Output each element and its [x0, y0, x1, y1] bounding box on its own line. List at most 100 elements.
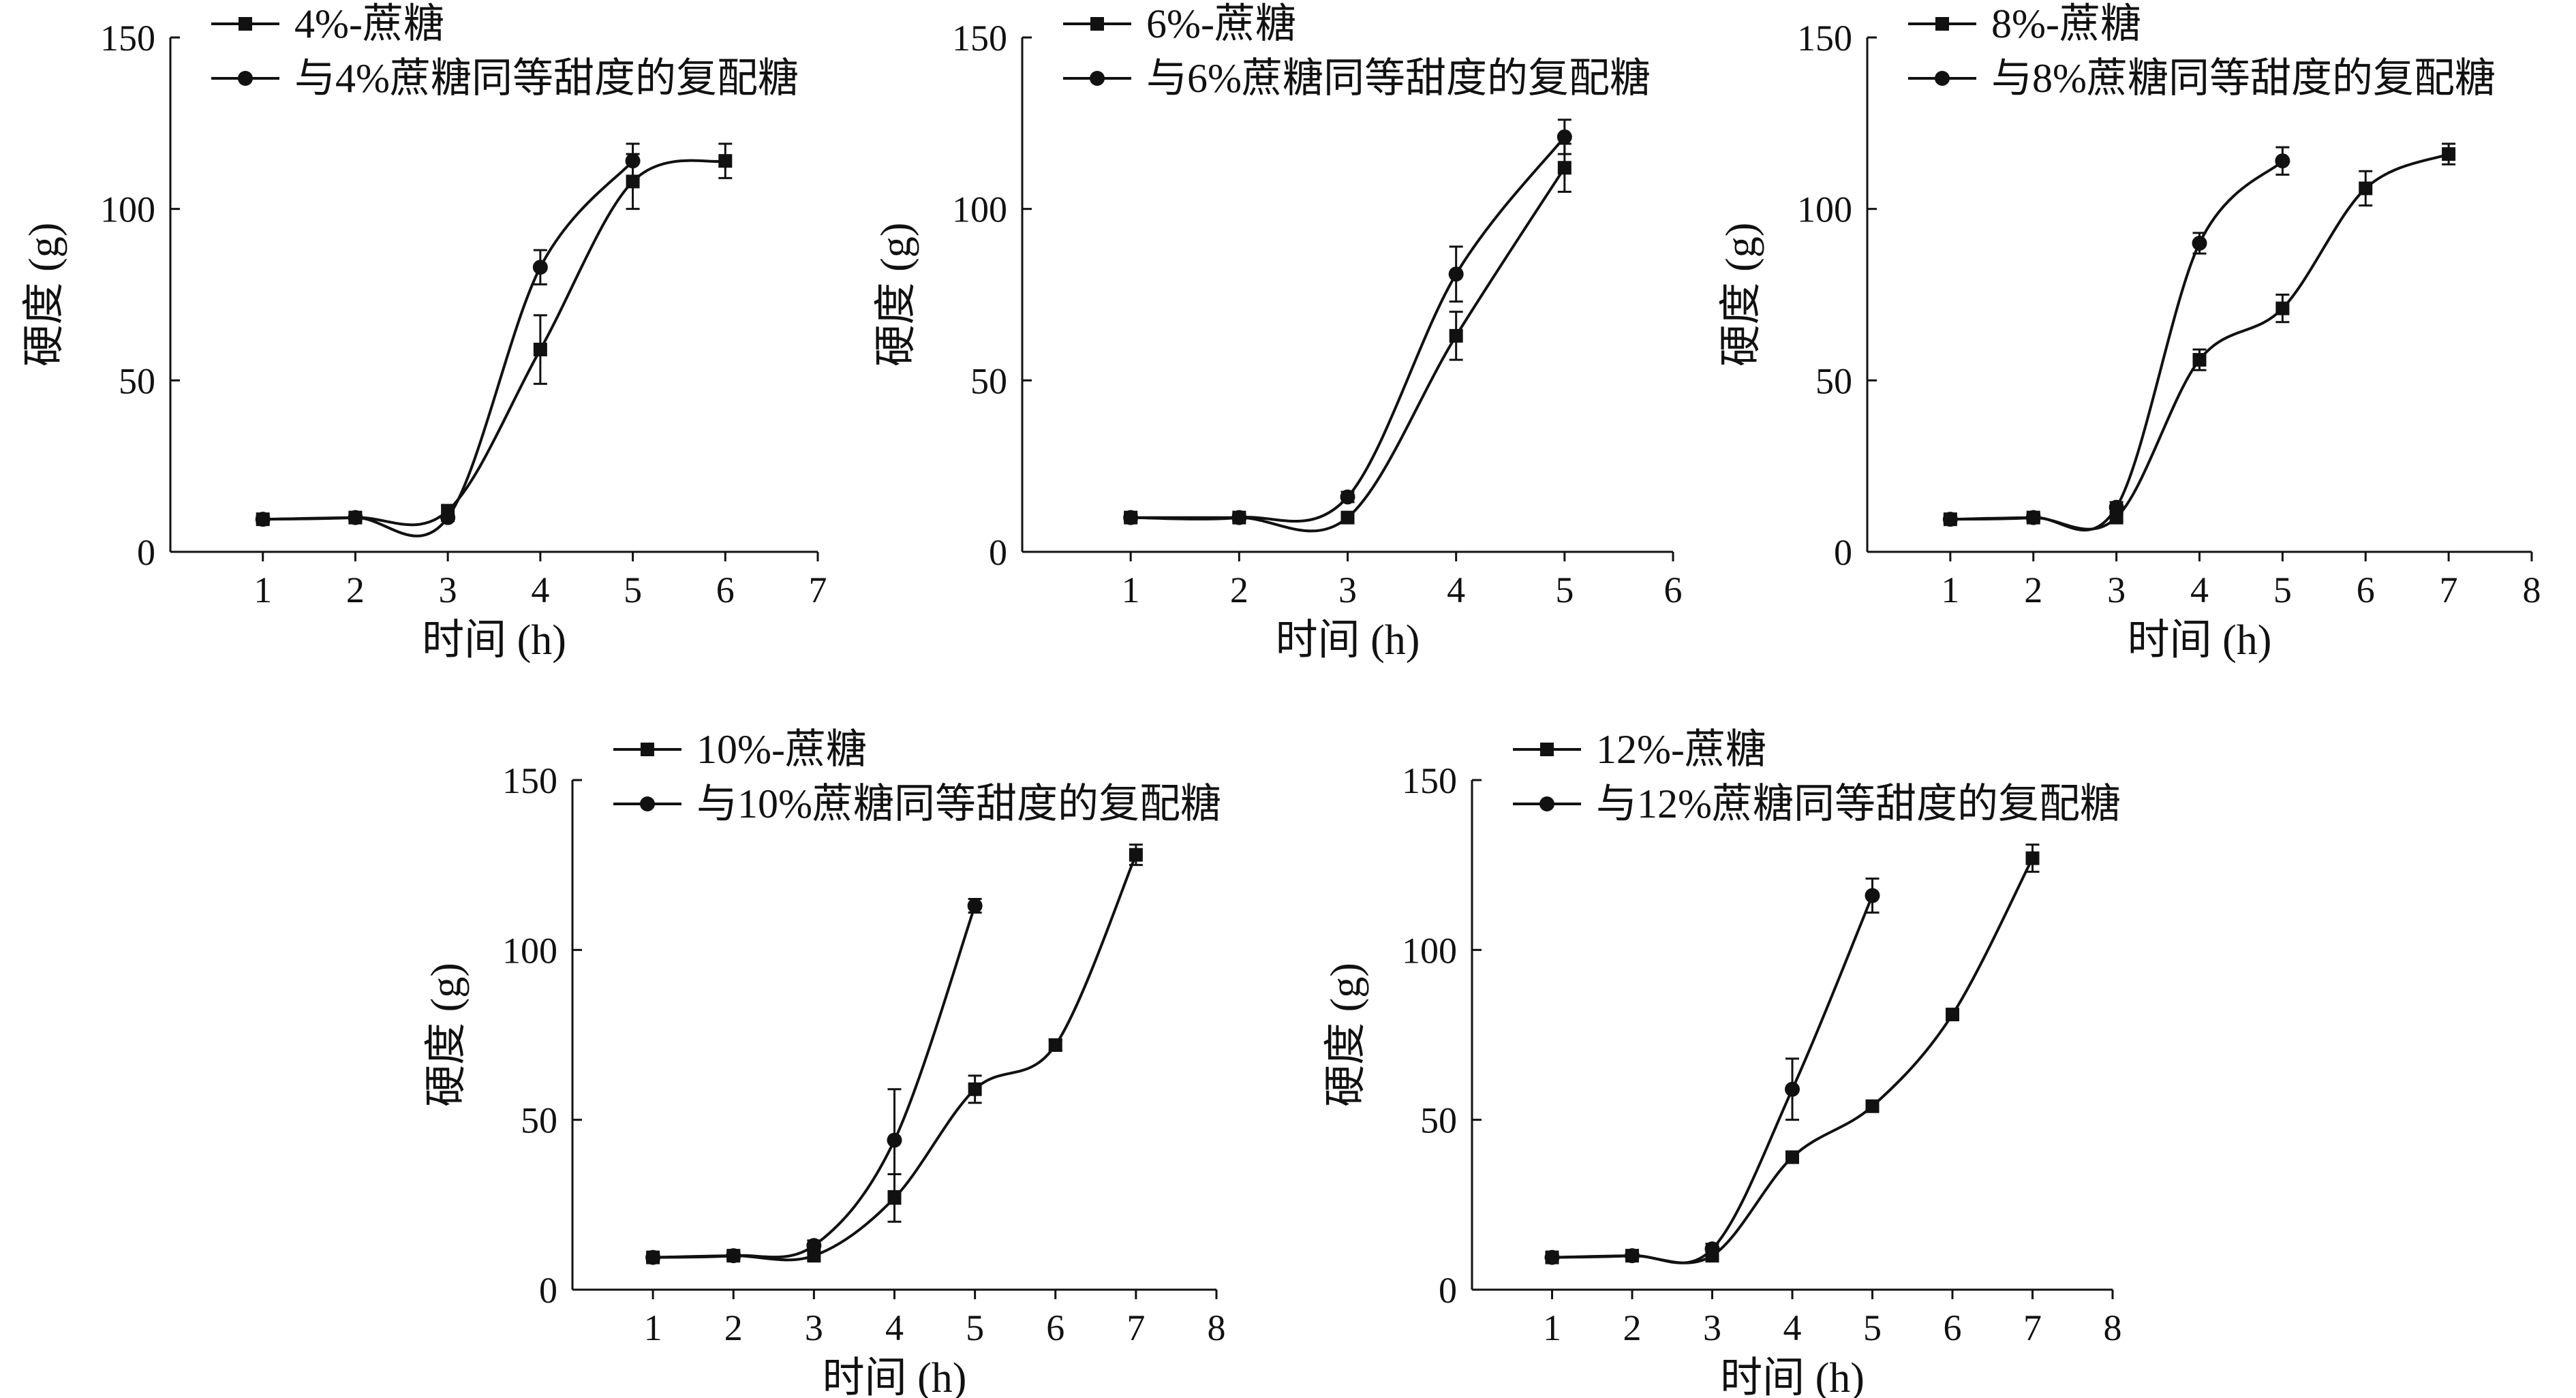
data-point: [645, 1249, 661, 1265]
x-tick-label: 4: [2190, 570, 2209, 610]
y-tick-label: 150: [502, 760, 557, 801]
x-tick-label: 1: [254, 570, 272, 610]
series-line: [262, 159, 726, 527]
data-point: [1557, 129, 1572, 144]
y-tick-label: 0: [137, 532, 155, 573]
data-point: [1340, 489, 1355, 505]
y-tick-label: 0: [1834, 532, 1852, 573]
series-line: [1131, 136, 1566, 523]
x-axis-title: 时间 (h): [823, 1355, 967, 1398]
y-tick-label: 0: [1439, 1270, 1457, 1311]
x-tick-label: 8: [2104, 1307, 2122, 1348]
x-tick-label: 4: [1783, 1307, 1802, 1348]
data-point: [2275, 301, 2290, 315]
legend-marker: [1539, 796, 1554, 811]
legend-marker: [1090, 17, 1104, 31]
x-tick-label: 7: [1126, 1307, 1145, 1348]
y-tick-label: 150: [100, 18, 155, 59]
series-line: [653, 905, 977, 1259]
data-point: [887, 1132, 902, 1148]
y-tick-label: 50: [1420, 1100, 1457, 1141]
legend-marker: [1540, 743, 1554, 756]
legend-entry: 与12%蔗糖同等甜度的复配糖: [1513, 781, 2121, 826]
legend-label: 与6%蔗糖同等甜度的复配糖: [1146, 56, 1651, 101]
data-point: [887, 1191, 902, 1205]
series-sucrose: [1545, 843, 2040, 1264]
series-sucrose: [256, 142, 733, 527]
data-point: [2359, 181, 2373, 196]
y-tick-label: 50: [521, 1100, 557, 1141]
x-axis-title: 时间 (h): [1720, 1355, 1865, 1398]
series-line: [1950, 153, 2449, 531]
data-point: [806, 1238, 822, 1254]
x-tick-label: 6: [1664, 570, 1683, 610]
legend-label: 6%-蔗糖: [1146, 1, 1296, 46]
legend-entry: 10%-蔗糖: [613, 727, 867, 772]
legend-entry: 与6%蔗糖同等甜度的复配糖: [1063, 56, 1651, 101]
x-tick-label: 2: [724, 1307, 743, 1348]
x-tick-label: 1: [1543, 1307, 1561, 1348]
series-compound-sugar: [645, 898, 983, 1265]
x-tick-label: 1: [644, 1307, 662, 1348]
data-point: [1785, 1150, 1799, 1164]
legend-marker: [640, 796, 655, 811]
x-tick-label: 5: [966, 1307, 984, 1348]
data-point: [718, 154, 733, 168]
series-compound-sugar: [255, 142, 641, 538]
data-point: [1704, 1241, 1720, 1257]
data-point: [1544, 1249, 1560, 1265]
data-point: [1448, 266, 1464, 282]
y-tick-label: 0: [539, 1270, 557, 1311]
data-point: [967, 898, 983, 914]
series-line: [1131, 167, 1566, 533]
legend-entry: 6%-蔗糖: [1063, 1, 1296, 46]
series-compound-sugar: [1544, 877, 1880, 1265]
data-point: [1123, 510, 1139, 525]
legend-label: 4%-蔗糖: [294, 1, 444, 46]
data-point: [2275, 153, 2290, 169]
legend-entry: 12%-蔗糖: [1513, 727, 1766, 772]
data-point: [807, 1249, 821, 1263]
data-point: [2025, 510, 2041, 525]
data-point: [1048, 1038, 1062, 1052]
x-tick-label: 3: [2107, 570, 2126, 610]
x-tick-label: 6: [1046, 1307, 1064, 1348]
x-tick-label: 2: [1623, 1307, 1642, 1348]
data-point: [1557, 161, 1571, 175]
legend-entry: 4%-蔗糖: [211, 1, 444, 46]
legend-marker: [1935, 17, 1949, 31]
legend-label: 12%-蔗糖: [1596, 727, 1766, 772]
x-tick-label: 3: [439, 570, 457, 610]
x-tick-label: 6: [1944, 1307, 1962, 1348]
x-tick-label: 2: [1230, 570, 1248, 610]
data-point: [1625, 1248, 1640, 1264]
y-tick-label: 50: [119, 360, 155, 401]
data-point: [968, 1082, 982, 1096]
data-point: [726, 1248, 741, 1264]
x-tick-label: 1: [1122, 570, 1140, 610]
x-tick-label: 6: [2357, 570, 2375, 610]
legend-label: 与8%蔗糖同等甜度的复配糖: [1991, 56, 2496, 101]
legend-label: 与10%蔗糖同等甜度的复配糖: [696, 781, 1221, 826]
x-tick-label: 2: [346, 570, 365, 610]
y-tick-label: 150: [1402, 760, 1457, 801]
data-point: [255, 512, 271, 527]
data-point: [1231, 510, 1247, 525]
y-axis-title: 硬度 (g): [1323, 963, 1369, 1107]
x-axis-title: 时间 (h): [1276, 617, 1420, 664]
x-tick-label: 2: [2024, 570, 2042, 610]
x-tick-label: 4: [531, 570, 549, 610]
chart-panel-4: 0 50 100 150 1 2 3 4 5 6 7 8 时间 (h) 硬度 (g) 10%-蔗糖与10%蔗…: [423, 727, 1226, 1398]
legend-label: 与12%蔗糖同等甜度的复配糖: [1596, 781, 2121, 826]
y-axis-title: 硬度 (g): [21, 223, 67, 367]
chart-panel-3: 0 50 100 150 1 2 3 4 5 6 7 8 时间 (h) 硬度 (g) 8%-蔗糖与8%蔗糖同…: [1718, 1, 2541, 664]
chart-panel-1: 0 50 100 150 1 2 3 4 5 6 7 时间 (h) 硬度 (g) 4%-蔗糖与4%蔗糖同等…: [21, 1, 827, 664]
x-tick-label: 3: [805, 1307, 823, 1348]
data-point: [1129, 848, 1143, 862]
x-tick-label: 4: [1447, 570, 1465, 610]
legend-label: 8%-蔗糖: [1991, 1, 2141, 46]
legend-marker: [1935, 71, 1950, 86]
y-axis-title: 硬度 (g): [1718, 223, 1764, 367]
data-point: [1449, 328, 1463, 343]
